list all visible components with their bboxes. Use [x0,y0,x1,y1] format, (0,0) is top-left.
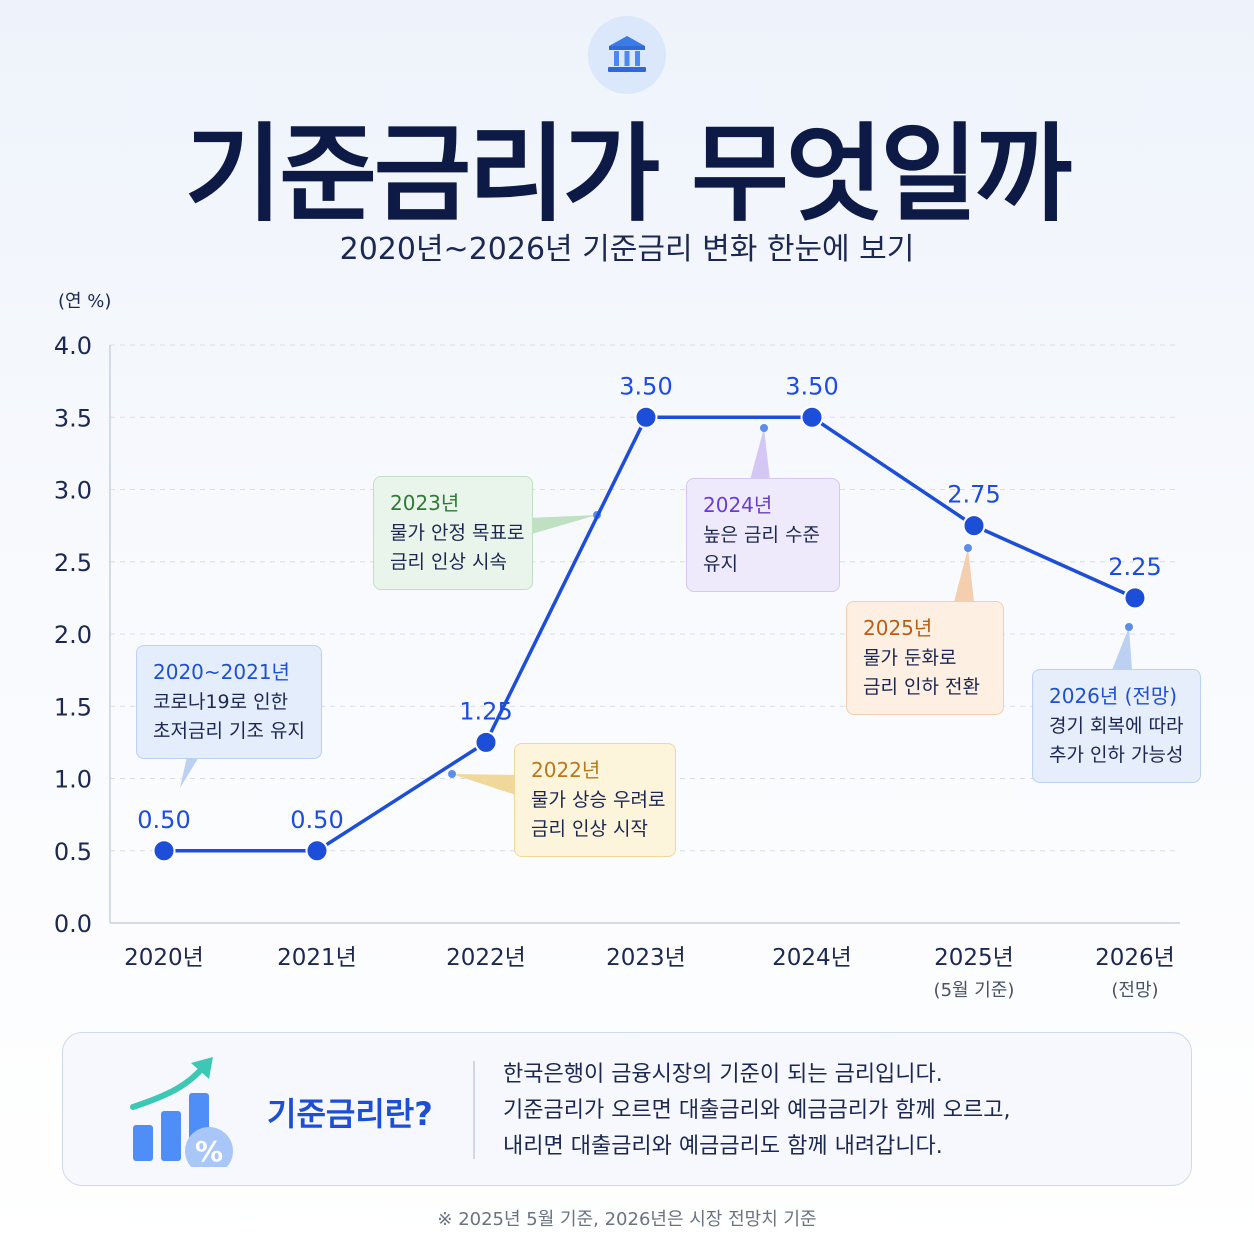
definition-text: 한국은행이 금융시장의 기준이 되는 금리입니다. 기준금리가 오르면 대출금리… [503,1057,1010,1165]
callout-anchor-dot [964,544,972,552]
callout-line: 금리 인상 시속 [390,551,507,573]
y-tick-label: 2.5 [54,549,92,577]
callout-line: 금리 인상 시작 [531,818,648,840]
callout-pointer [528,515,597,535]
callout-line: 금리 인하 전환 [863,676,980,698]
callout-line: 추가 인하 가능성 [1049,744,1184,766]
y-tick-label: 3.5 [54,404,92,432]
callout-line: 물가 둔화로 [863,647,957,669]
x-tick-label: 2023년 [606,945,686,971]
page-title: 기준금리가 무엇일까 [184,113,1073,236]
y-tick-label: 1.5 [54,693,92,721]
definition-heading: 기준금리란? [267,1095,433,1133]
data-point [800,405,824,429]
y-tick-label: 1.0 [54,766,92,794]
y-tick-labels: 0.0 0.5 1.0 1.5 2.0 2.5 3.0 3.5 4.0 [54,332,92,938]
svg-text:%: % [195,1135,223,1167]
callout-line: 높은 금리 수준 [703,524,820,546]
divider [473,1061,475,1159]
callout-title: 2023년 [390,491,460,515]
callout-2020-2021: 2020~2021년 코로나19로 인한 초저금리 기조 유지 [136,645,322,759]
x-tick-label: 2020년 [124,945,204,971]
footnote: ※ 2025년 5월 기준, 2026년은 시장 전망치 기준 [437,1209,817,1230]
x-tick-label: 2026년 [1095,945,1175,971]
callout-title: 2024년 [703,493,773,517]
rate-line-chart: 0.00.51.01.52.02.53.03.54.0 2020년 2021년 20… [54,332,1180,1001]
y-tick-label: 3.0 [54,477,92,505]
data-label: 0.50 [137,806,190,834]
callout-anchor-dot [448,770,456,778]
callout-pointer [180,752,202,788]
chart-axes [109,345,1180,924]
data-label: 2.75 [947,481,1000,509]
callout-line: 코로나19로 인한 [153,691,289,713]
callout-2022: 2022년 물가 상승 우려로 금리 인상 시작 [514,743,676,857]
x-tick-label: 2025년 [934,945,1014,971]
x-tick-labels: 2020년 2021년 2022년 2023년 2024년 2025년 (5월 기준) 202… [124,945,1175,1001]
callout-title: 2025년 [863,616,933,640]
bank-icon [608,36,646,72]
callout-line: 경기 회복에 따라 [1049,715,1184,737]
callout-title: 2026년 (전망) [1049,684,1178,708]
data-label: 2.25 [1108,553,1161,581]
growth-chart-percent-icon: % [130,1057,233,1167]
data-labels: 0.50 0.50 1.25 3.50 3.50 2.75 2.25 [137,372,1161,834]
data-point [305,839,329,863]
data-point [634,405,658,429]
callout-2025: 2025년 물가 둔화로 금리 인하 전환 [846,601,1004,715]
y-tick-label: 2.0 [54,621,92,649]
callout-line: 물가 상승 우려로 [531,789,666,811]
x-tick-label: 2022년 [446,945,526,971]
data-point [152,839,176,863]
data-label: 0.50 [290,806,343,834]
callout-anchor-dot [760,424,768,432]
callout-pointers [180,424,1133,795]
data-point [1123,586,1147,610]
x-tick-note: (전망) [1111,980,1158,1001]
series-points [152,405,1147,863]
x-tick-label: 2024년 [772,945,852,971]
callout-line: 초저금리 기조 유지 [153,720,305,742]
callout-pointer [750,428,770,480]
y-tick-label: 4.0 [54,332,92,360]
data-label: 1.25 [459,697,512,725]
y-tick-label: 0.5 [54,838,92,866]
callout-line: 물가 안정 목표로 [390,522,525,544]
y-tick-label: 0.0 [54,910,92,938]
callout-title: 2022년 [531,758,601,782]
bank-icon-badge [588,16,666,94]
callout-2026: 2026년 (전망) 경기 회복에 따라 추가 인하 가능성 [1032,669,1201,783]
callout-2023: 2023년 물가 안정 목표로 금리 인상 시속 [373,476,533,590]
callout-anchor-dot [1125,623,1133,631]
definition-line: 내리면 대출금리와 예금금리도 함께 내려갑니다. [503,1134,943,1159]
definition-panel: % 기준금리란? 한국은행이 금융시장의 기준이 되는 금리입니다. 기준금리가… [62,1032,1192,1186]
definition-line: 한국은행이 금융시장의 기준이 되는 금리입니다. [503,1062,943,1087]
data-label: 3.50 [619,372,672,400]
callout-pointer [954,548,974,602]
x-tick-note: (5월 기준) [934,980,1015,1001]
callout-pointer [1112,627,1132,670]
y-axis-unit-label: (연 %) [58,291,112,312]
x-tick-label: 2021년 [277,945,357,971]
definition-line: 기준금리가 오르면 대출금리와 예금금리가 함께 오르고, [503,1098,1011,1123]
callout-title: 2020~2021년 [153,660,290,684]
data-label: 3.50 [785,372,838,400]
data-point [962,514,986,538]
data-point [474,730,498,754]
callout-pointer [452,774,516,795]
page-subtitle: 2020년~2026년 기준금리 변화 한눈에 보기 [339,232,915,267]
callout-line: 유지 [703,553,738,575]
callout-2024: 2024년 높은 금리 수준 유지 [686,478,840,592]
